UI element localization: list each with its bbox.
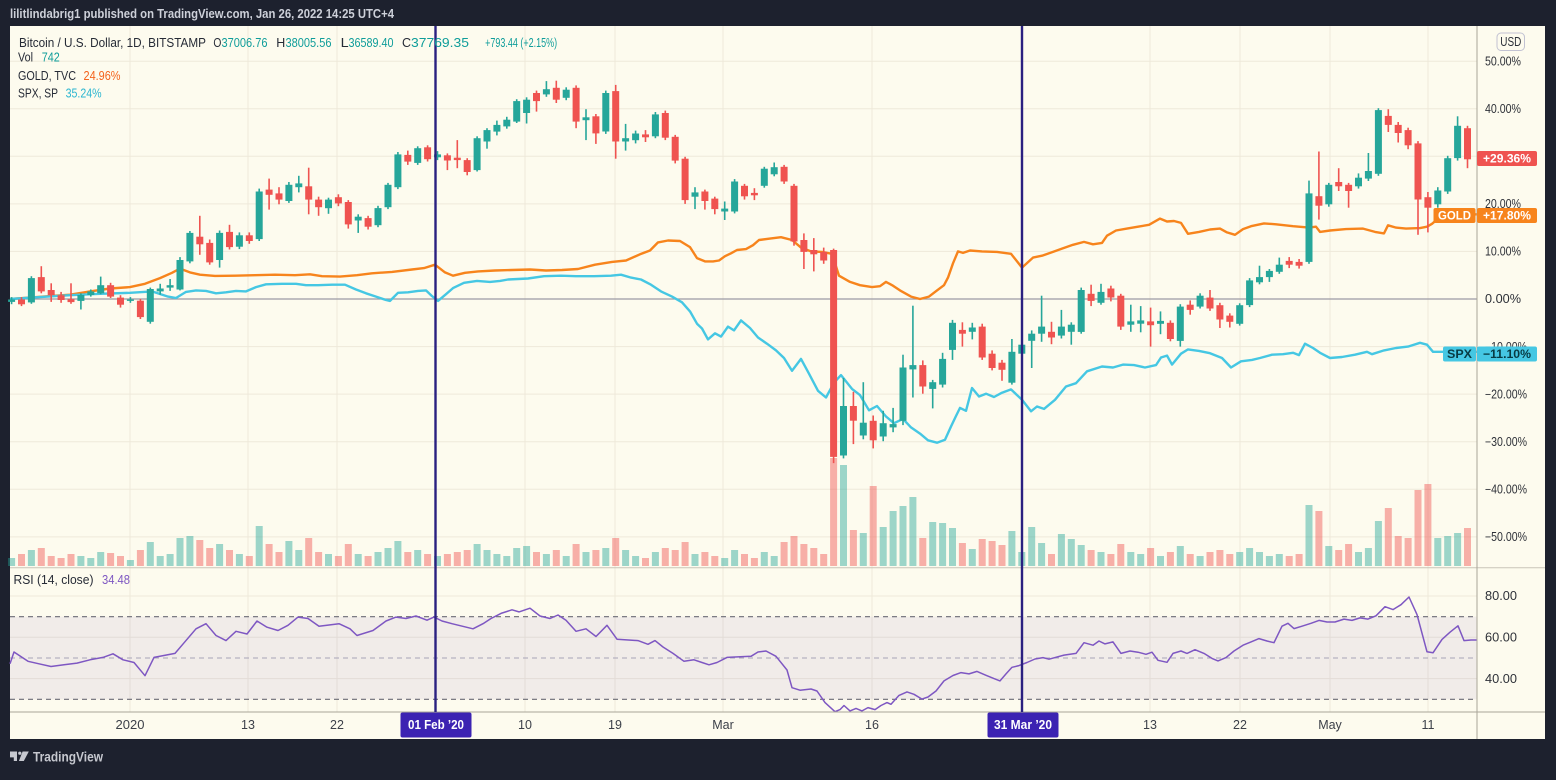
svg-text:+29.36%: +29.36% <box>1483 152 1531 166</box>
svg-text:−20.00%: −20.00% <box>1485 387 1527 401</box>
svg-text:13: 13 <box>241 718 255 732</box>
svg-text:−50.00%: −50.00% <box>1485 530 1527 544</box>
svg-text:TradingView: TradingView <box>33 749 103 765</box>
svg-text:May: May <box>1318 718 1342 732</box>
svg-text:37006.76: 37006.76 <box>222 35 268 50</box>
svg-text:Vol: Vol <box>18 50 33 65</box>
svg-text:24.96%: 24.96% <box>84 68 121 83</box>
svg-text:38005.56: 38005.56 <box>286 35 332 50</box>
svg-text:36589.40: 36589.40 <box>349 35 394 50</box>
svg-text:GOLD: GOLD <box>1438 209 1471 223</box>
svg-text:−30.00%: −30.00% <box>1485 435 1527 449</box>
svg-text:H: H <box>276 35 285 50</box>
svg-text:2020: 2020 <box>116 717 145 732</box>
svg-text:+793.44 (+2.15%): +793.44 (+2.15%) <box>485 35 557 50</box>
svg-text:80.00: 80.00 <box>1485 589 1517 603</box>
svg-text:60.00: 60.00 <box>1485 631 1517 645</box>
svg-text:34.48: 34.48 <box>102 572 130 587</box>
svg-text:C: C <box>402 35 411 50</box>
svg-text:L: L <box>341 35 349 50</box>
svg-text:10.00%: 10.00% <box>1485 245 1521 259</box>
svg-text:31 Mar ’20: 31 Mar ’20 <box>994 718 1052 732</box>
svg-text:−11.10%: −11.10% <box>1483 347 1531 361</box>
svg-text:40.00%: 40.00% <box>1485 102 1521 116</box>
svg-text:+17.80%: +17.80% <box>1483 209 1531 223</box>
svg-text:RSI (14, close): RSI (14, close) <box>14 572 94 587</box>
svg-text:0.00%: 0.00% <box>1485 292 1521 306</box>
svg-text:13: 13 <box>1143 718 1157 732</box>
svg-text:SPX: SPX <box>1447 347 1472 361</box>
svg-text:Mar: Mar <box>712 718 734 732</box>
svg-text:O: O <box>213 35 221 50</box>
svg-text:GOLD, TVC: GOLD, TVC <box>18 68 76 83</box>
svg-text:16: 16 <box>865 718 879 732</box>
svg-text:35.24%: 35.24% <box>66 86 102 101</box>
svg-text:lilitlindabrig1 published on T: lilitlindabrig1 published on TradingView… <box>10 6 395 21</box>
svg-text:20.00%: 20.00% <box>1485 197 1521 211</box>
svg-text:01 Feb ’20: 01 Feb ’20 <box>408 718 464 732</box>
svg-text:10: 10 <box>518 718 532 732</box>
svg-text:37769.35: 37769.35 <box>411 35 469 50</box>
svg-text:22: 22 <box>1233 718 1247 732</box>
svg-text:USD: USD <box>1500 34 1521 49</box>
svg-text:50.00%: 50.00% <box>1485 54 1521 68</box>
svg-text:40.00: 40.00 <box>1485 672 1517 686</box>
svg-text:22: 22 <box>330 718 344 732</box>
svg-text:Bitcoin / U.S. Dollar, 1D, BIT: Bitcoin / U.S. Dollar, 1D, BITSTAMP <box>19 35 206 50</box>
svg-text:SPX, SP: SPX, SP <box>18 86 58 101</box>
svg-text:742: 742 <box>42 50 60 65</box>
svg-text:−40.00%: −40.00% <box>1485 483 1527 497</box>
svg-text:11: 11 <box>1422 718 1435 732</box>
svg-text:19: 19 <box>608 718 622 732</box>
